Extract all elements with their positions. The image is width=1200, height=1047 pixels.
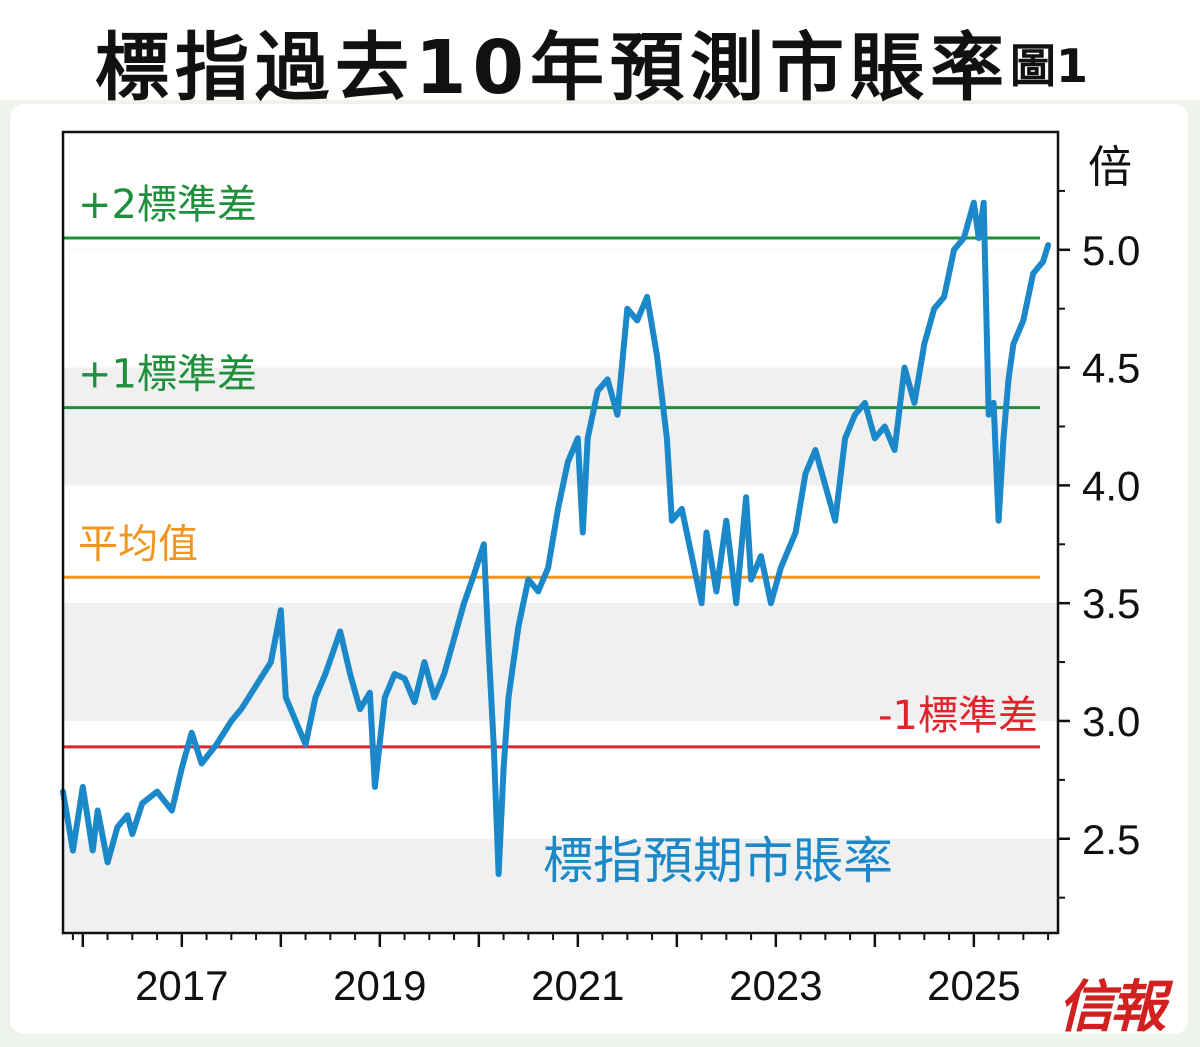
reference-line-label: +2標準差 bbox=[78, 182, 257, 228]
y-tick-label: 5.0 bbox=[1082, 227, 1140, 274]
y-tick-label: 4.0 bbox=[1082, 462, 1140, 509]
y-tick-label: 3.5 bbox=[1082, 580, 1140, 627]
y-axis-label: 倍 bbox=[1088, 143, 1132, 192]
series-label: 標指預期市賬率 bbox=[543, 832, 893, 890]
y-tick-label: 3.0 bbox=[1082, 698, 1140, 745]
x-tick-label: 2021 bbox=[531, 962, 624, 1009]
grid-band bbox=[63, 249, 1058, 368]
x-tick-label: 2019 bbox=[333, 962, 426, 1009]
chart-header: 標指過去10年預測市賬率 圖1 bbox=[0, 0, 1200, 111]
plot-frame bbox=[61, 130, 1060, 935]
figure-label: 圖1 bbox=[1010, 39, 1089, 93]
chart-title: 標指過去10年預測市賬率 bbox=[95, 25, 1010, 111]
y-tick-label: 2.5 bbox=[1082, 816, 1140, 863]
grid-band bbox=[63, 720, 1058, 839]
x-tick-label: 2023 bbox=[729, 962, 822, 1009]
reference-line-label: +1標準差 bbox=[78, 352, 257, 398]
publisher-logo: 信報 bbox=[1058, 974, 1166, 1040]
reference-line-label: 平均值 bbox=[78, 521, 198, 567]
grid-band bbox=[63, 131, 1058, 250]
reference-line-label: -1標準差 bbox=[878, 693, 1038, 739]
x-tick-label: 2025 bbox=[927, 962, 1020, 1009]
x-tick-label: 2017 bbox=[135, 962, 228, 1009]
series-line bbox=[60, 199, 1052, 878]
y-tick-label: 4.5 bbox=[1082, 345, 1140, 392]
